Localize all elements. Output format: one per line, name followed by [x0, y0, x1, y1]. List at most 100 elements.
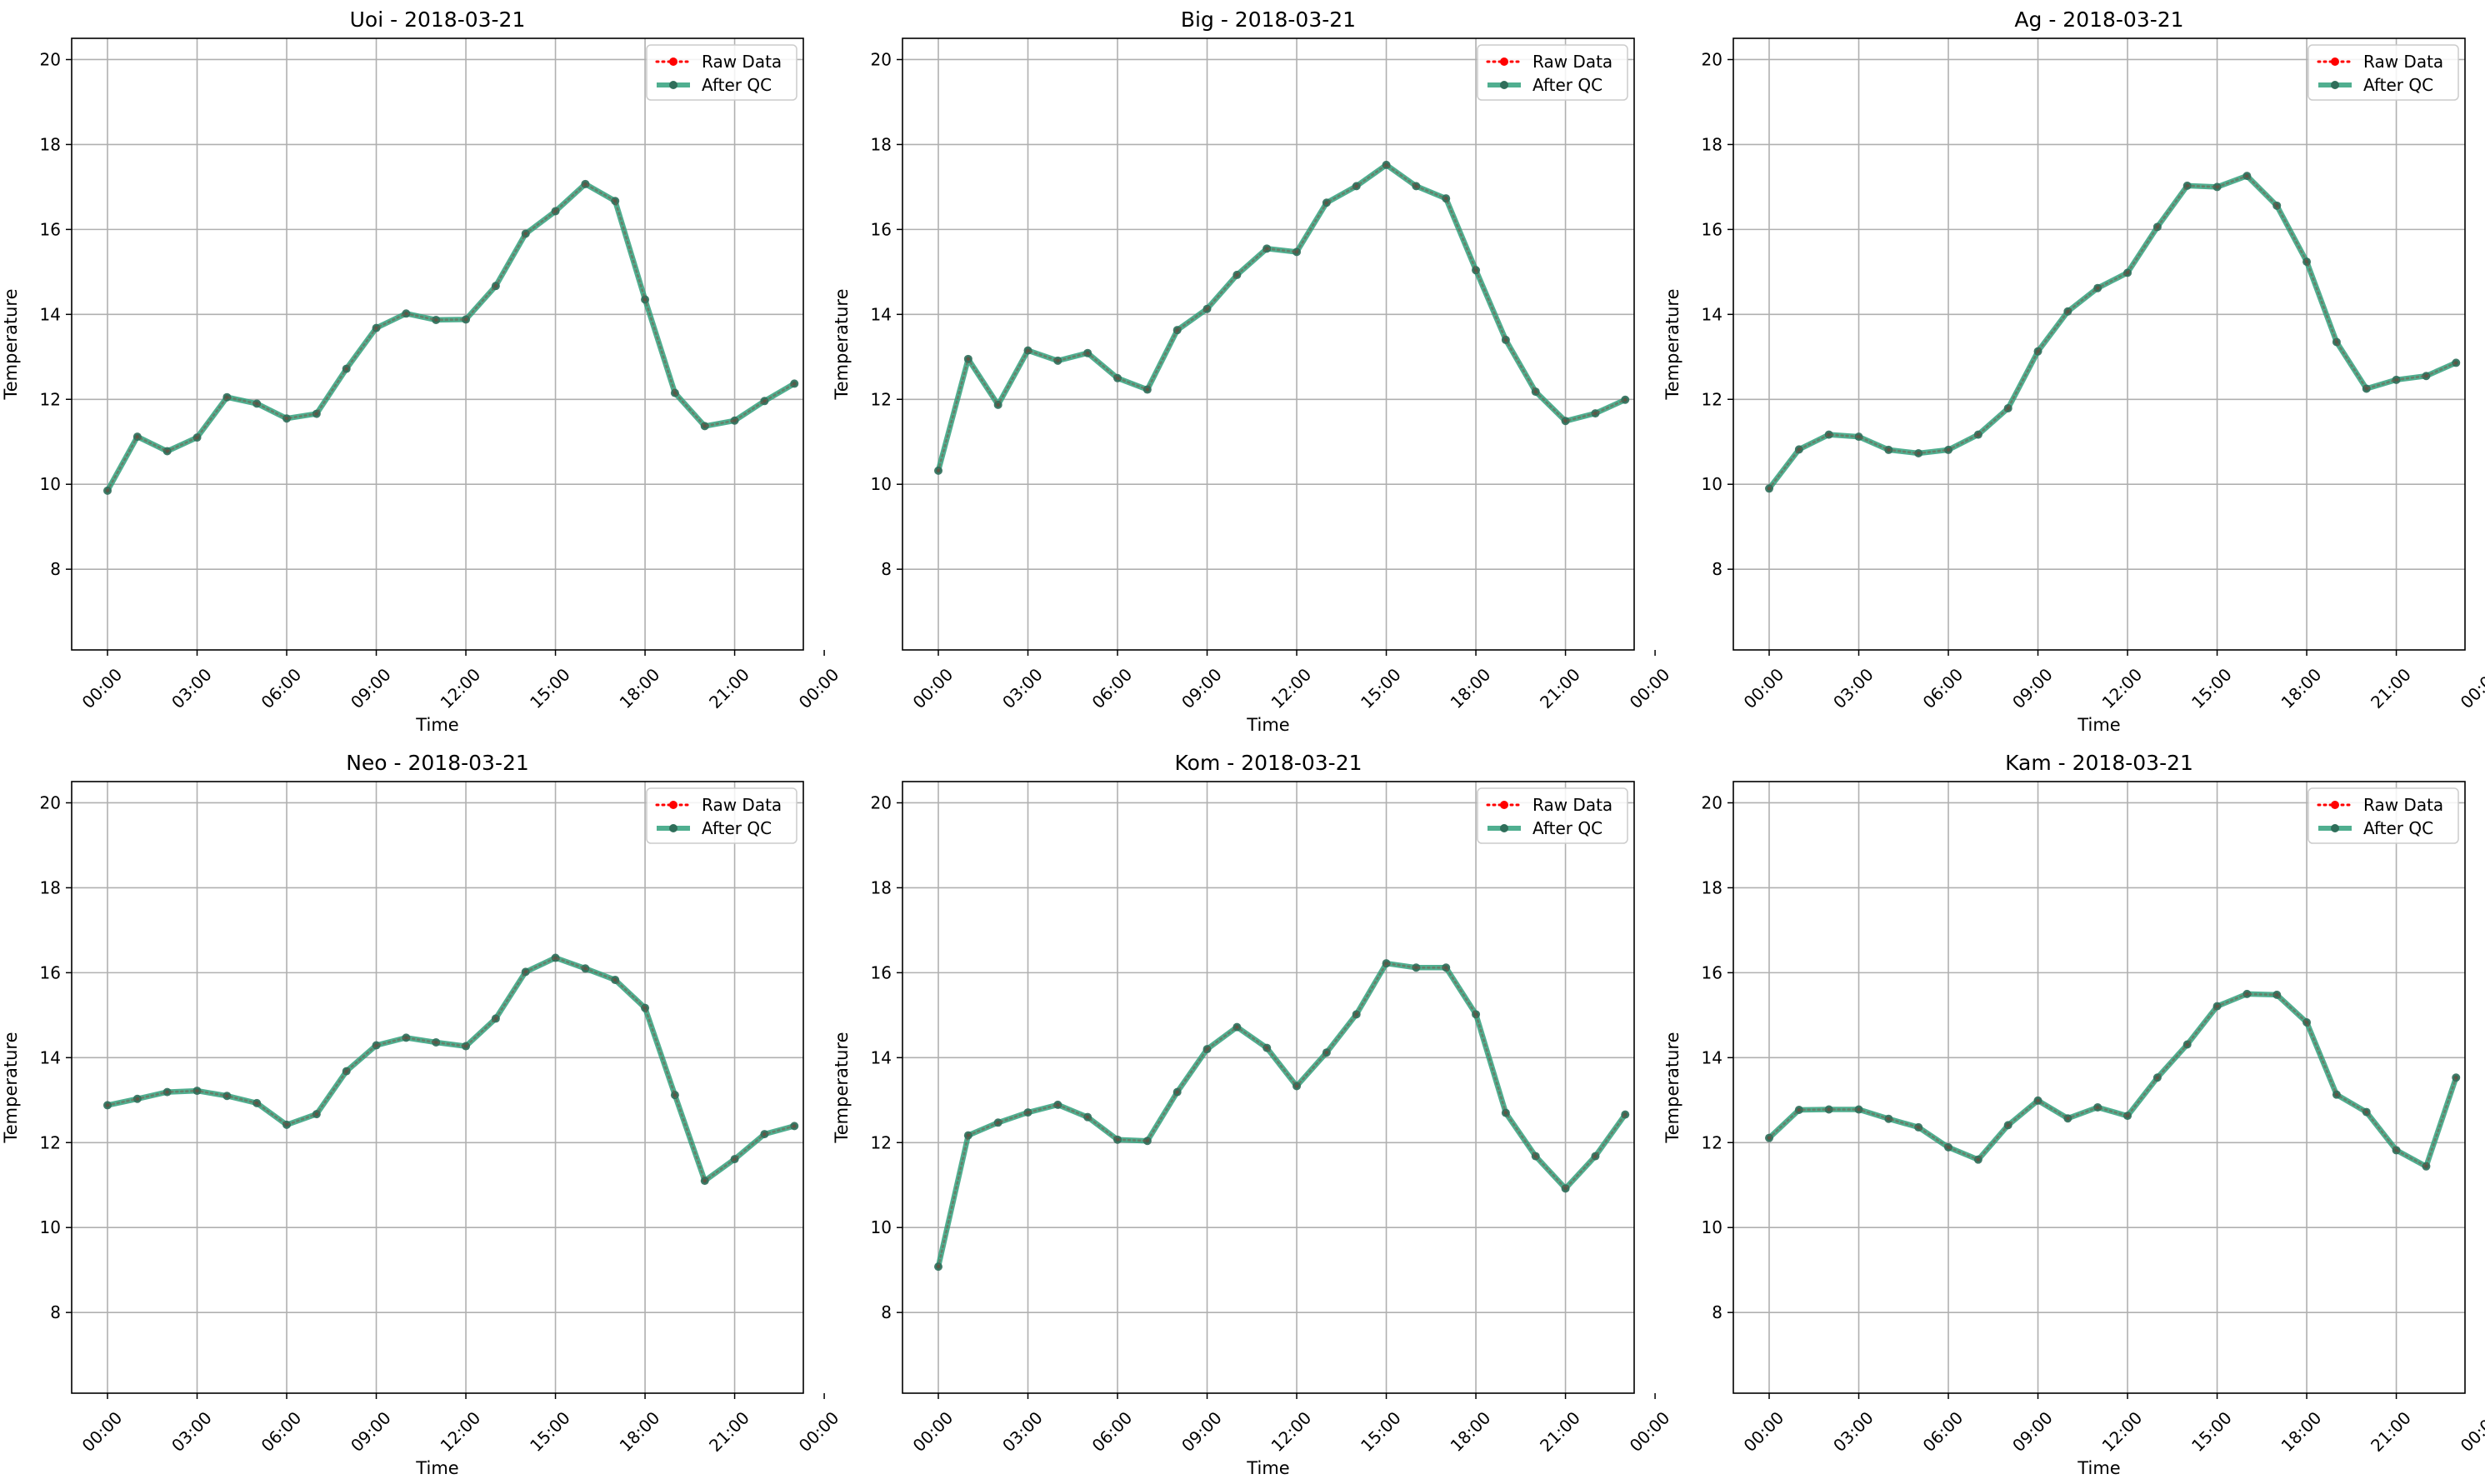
- data-point-raw-data: [1115, 1137, 1120, 1142]
- series-line-after-qc: [935, 162, 1628, 474]
- x-tick-label: 12:00: [1268, 1407, 1316, 1456]
- data-point-raw-data: [1145, 1139, 1150, 1143]
- data-point-raw-data: [2066, 1117, 2070, 1121]
- data-point-raw-data: [2215, 185, 2219, 189]
- x-tick-label: 06:00: [1088, 664, 1137, 712]
- series-line-raw-data: [1768, 174, 2458, 490]
- data-point-raw-data: [2006, 406, 2010, 411]
- data-point-raw-data: [1414, 966, 1418, 970]
- data-point-raw-data: [2275, 203, 2279, 208]
- x-tick-label: 21:00: [1536, 1407, 1584, 1456]
- legend-marker-raw-data: [669, 57, 678, 66]
- x-tick-label: 00:00: [2457, 664, 2485, 712]
- x-tick-label: 15:00: [526, 664, 574, 712]
- data-point-raw-data: [792, 382, 797, 386]
- data-point-raw-data: [135, 1097, 140, 1101]
- x-tick-label: 12:00: [1268, 664, 1316, 712]
- x-tick-label: 09:00: [347, 1407, 395, 1456]
- data-point-raw-data: [1026, 1110, 1030, 1115]
- data-point-raw-data: [314, 1112, 319, 1117]
- data-point-raw-data: [2364, 387, 2368, 391]
- series-line-raw-data: [937, 962, 1627, 1268]
- legend: Raw Data After QC: [646, 787, 798, 844]
- data-point-raw-data: [2424, 374, 2428, 378]
- data-point-raw-data: [702, 1178, 707, 1183]
- x-tick-label: 09:00: [2008, 1407, 2057, 1456]
- chart-title: Neo - 2018-03-21: [346, 751, 529, 775]
- data-point-raw-data: [1145, 387, 1150, 392]
- data-point-raw-data: [105, 1103, 110, 1107]
- data-point-raw-data: [1767, 1136, 1772, 1140]
- x-axis-label: Time: [415, 1458, 458, 1478]
- x-tick-label: 15:00: [2188, 664, 2236, 712]
- data-point-raw-data: [792, 1124, 797, 1128]
- x-tick-label: 09:00: [2008, 664, 2057, 712]
- plot-frame: [1732, 781, 2466, 1394]
- x-tick-label: 12:00: [437, 1407, 485, 1456]
- data-point-raw-data: [1085, 351, 1090, 355]
- data-point-raw-data: [2275, 992, 2279, 997]
- y-tick-label: 16: [871, 219, 892, 239]
- x-tick-label: 06:00: [1088, 1407, 1137, 1456]
- data-point-raw-data: [344, 367, 348, 371]
- data-point-raw-data: [1857, 434, 1861, 439]
- y-tick-label: 12: [40, 1132, 61, 1152]
- data-point-raw-data: [195, 435, 199, 440]
- series-line-after-qc: [935, 960, 1628, 1270]
- x-tick-label: 00:00: [1740, 1407, 1788, 1456]
- data-point-raw-data: [165, 449, 169, 453]
- x-tick-label: 15:00: [1357, 664, 1405, 712]
- data-point-raw-data: [2334, 1092, 2339, 1097]
- x-tick-label: 12:00: [2098, 1407, 2147, 1456]
- y-tick-label: 16: [871, 962, 892, 982]
- data-point-raw-data: [1384, 961, 1388, 966]
- data-point-raw-data: [1175, 327, 1179, 332]
- data-point-raw-data: [2215, 1004, 2219, 1008]
- data-point-raw-data: [1115, 376, 1120, 380]
- data-point-raw-data: [2454, 1076, 2458, 1080]
- data-point-raw-data: [2304, 259, 2309, 264]
- data-point-raw-data: [1503, 337, 1508, 342]
- series-line-after-qc: [1766, 991, 2459, 1170]
- x-tick-label: 09:00: [1178, 664, 1226, 712]
- legend-marker-after-qc: [2331, 824, 2339, 832]
- data-point-raw-data: [254, 1101, 259, 1106]
- y-axis-label: Temperature: [832, 1032, 852, 1143]
- y-tick-label: 20: [1702, 792, 1722, 812]
- y-tick-label: 12: [871, 389, 892, 409]
- y-tick-label: 20: [40, 49, 61, 69]
- data-point-raw-data: [1056, 1102, 1060, 1107]
- data-point-raw-data: [225, 1093, 229, 1098]
- data-point-raw-data: [344, 1069, 348, 1073]
- y-tick-label: 14: [40, 304, 61, 324]
- legend-marker-raw-data: [1500, 801, 1508, 809]
- data-point-raw-data: [1175, 1090, 1179, 1094]
- y-tick-label: 8: [881, 559, 892, 579]
- y-tick-label: 20: [1702, 49, 1722, 69]
- legend-label-raw-data: Raw Data: [2363, 795, 2443, 815]
- legend-marker-after-qc: [1500, 824, 1508, 832]
- legend-label-raw-data: Raw Data: [702, 52, 782, 72]
- data-point-raw-data: [1533, 389, 1538, 394]
- plot-frame: [1732, 37, 2466, 651]
- legend-label-after-qc: After QC: [702, 75, 772, 95]
- data-point-raw-data: [254, 402, 259, 406]
- legend-marker-after-qc: [2331, 81, 2339, 89]
- data-point-raw-data: [493, 1017, 498, 1021]
- x-tick-label: 12:00: [2098, 664, 2147, 712]
- legend-marker-after-qc: [669, 824, 678, 832]
- data-point-raw-data: [936, 1264, 941, 1269]
- y-axis-label: Temperature: [832, 288, 852, 400]
- data-point-raw-data: [2364, 1110, 2368, 1114]
- data-point-raw-data: [996, 1121, 1000, 1125]
- y-tick-label: 16: [1702, 219, 1722, 239]
- y-tick-label: 14: [871, 304, 892, 324]
- data-point-raw-data: [1887, 447, 1891, 452]
- y-tick-label: 8: [1712, 559, 1722, 579]
- data-point-raw-data: [1384, 162, 1388, 167]
- legend-label-after-qc: After QC: [1532, 818, 1602, 838]
- data-point-raw-data: [2245, 992, 2249, 997]
- legend-label-after-qc: After QC: [2363, 818, 2433, 838]
- x-axis-label: Time: [2077, 715, 2120, 735]
- data-point-raw-data: [523, 232, 528, 236]
